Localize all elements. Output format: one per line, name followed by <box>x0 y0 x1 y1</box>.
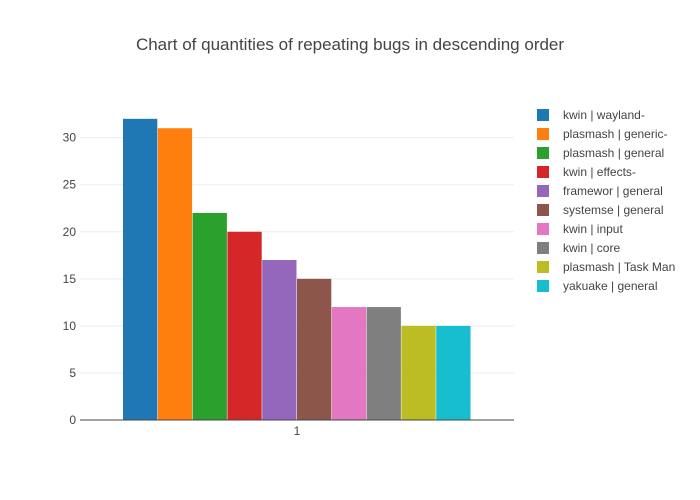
bar[interactable] <box>227 231 262 420</box>
legend-swatch[interactable] <box>537 223 549 235</box>
legend-label[interactable]: kwin | core <box>563 241 620 255</box>
legend-label[interactable]: kwin | effects- <box>563 165 636 179</box>
legend-label[interactable]: yakuake | general <box>563 279 658 293</box>
legend-swatch[interactable] <box>537 185 549 197</box>
legend-swatch[interactable] <box>537 128 549 140</box>
chart-title: Chart of quantities of repeating bugs in… <box>136 35 564 54</box>
x-tick-label: 1 <box>294 424 301 438</box>
legend-label[interactable]: plasmash | general <box>563 146 664 160</box>
legend-swatch[interactable] <box>537 261 549 273</box>
y-tick-label: 25 <box>63 178 77 192</box>
bar[interactable] <box>436 325 471 420</box>
legend-label[interactable]: systemse | general <box>563 203 664 217</box>
y-tick-label: 10 <box>63 319 77 333</box>
bars <box>123 118 471 420</box>
legend: kwin | wayland-plasmash | generic-plasma… <box>537 108 675 293</box>
legend-swatch[interactable] <box>537 242 549 254</box>
bar[interactable] <box>366 307 401 420</box>
bar[interactable] <box>157 128 193 420</box>
bar[interactable] <box>192 212 227 420</box>
legend-label[interactable]: kwin | input <box>563 222 623 236</box>
bar[interactable] <box>123 118 158 420</box>
legend-swatch[interactable] <box>537 147 549 159</box>
legend-label[interactable]: plasmash | generic- <box>563 127 668 141</box>
axes: 0 5 10 15 20 25 30 1 <box>63 131 514 438</box>
y-tick-label: 30 <box>63 131 77 145</box>
bar[interactable] <box>331 307 367 420</box>
bar[interactable] <box>297 278 332 420</box>
legend-swatch[interactable] <box>537 280 549 292</box>
legend-label[interactable]: plasmash | Task Man <box>563 260 675 274</box>
legend-label[interactable]: kwin | wayland- <box>563 108 645 122</box>
legend-swatch[interactable] <box>537 109 549 121</box>
bar[interactable] <box>401 325 436 420</box>
y-tick-label: 0 <box>69 413 76 427</box>
y-tick-label: 15 <box>63 272 77 286</box>
legend-swatch[interactable] <box>537 204 549 216</box>
legend-swatch[interactable] <box>537 166 549 178</box>
legend-label[interactable]: framewor | general <box>563 184 663 198</box>
y-tick-label: 20 <box>63 225 77 239</box>
bar[interactable] <box>262 260 297 420</box>
y-tick-label: 5 <box>69 366 76 380</box>
